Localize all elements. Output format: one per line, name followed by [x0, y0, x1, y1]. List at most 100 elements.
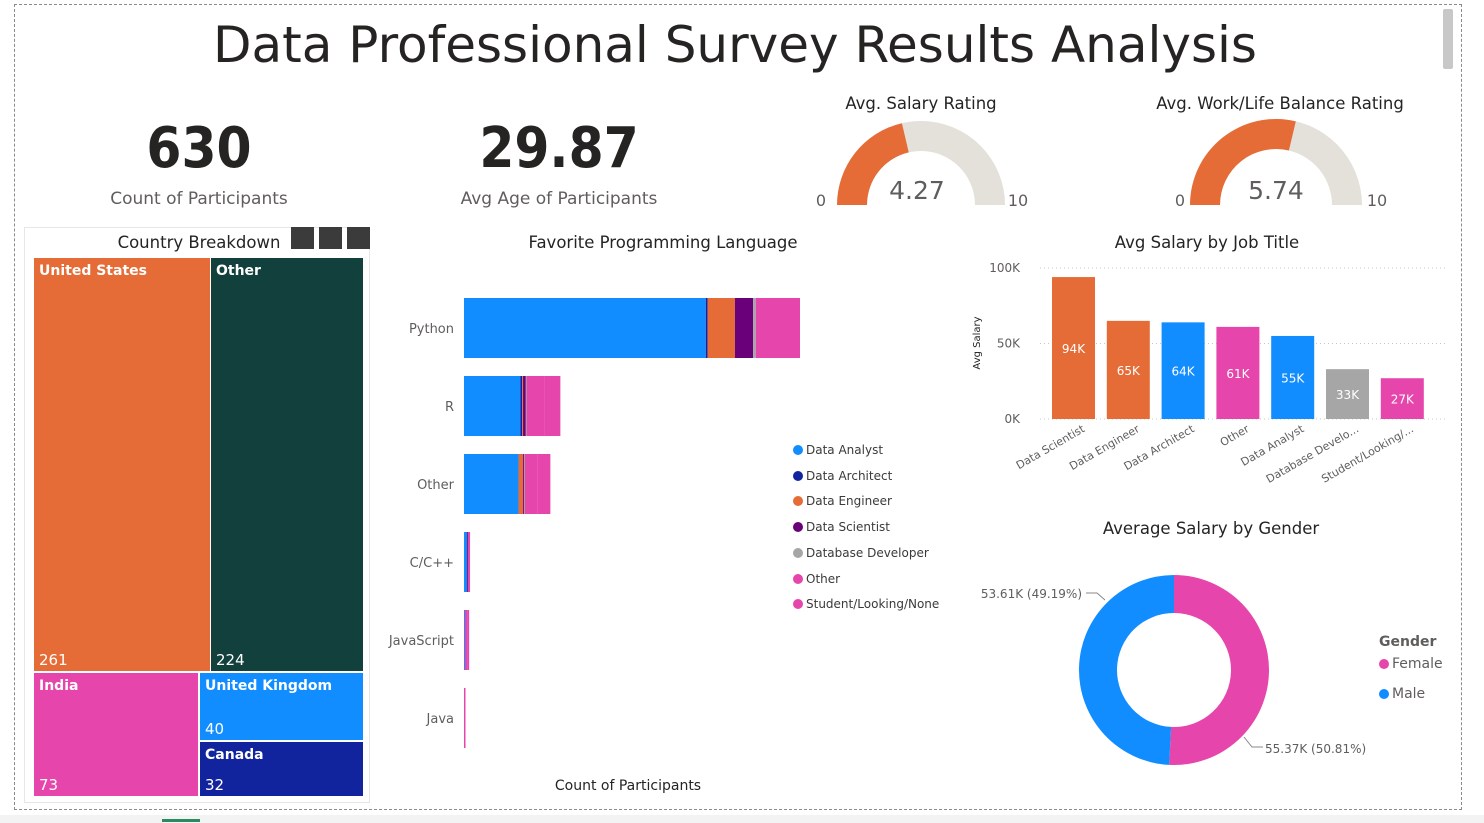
bar-data-label: 61K: [1226, 367, 1250, 381]
bar-segment[interactable]: [464, 532, 467, 592]
gender-legend: Female Male: [1379, 656, 1469, 716]
salary-bar[interactable]: [1326, 369, 1369, 419]
category-label: Other: [417, 478, 455, 493]
page-tab-strip: [0, 815, 1484, 823]
legend-item[interactable]: Data Architect: [793, 469, 892, 483]
treemap-tile-united-kingdom[interactable]: United Kingdom 40: [200, 673, 363, 740]
tile-value: 32: [205, 776, 225, 794]
bar-segment[interactable]: [464, 298, 706, 358]
bar-segment[interactable]: [523, 376, 526, 436]
bar-segment[interactable]: [525, 376, 528, 436]
legend-item[interactable]: Data Scientist: [793, 520, 890, 534]
tile-label: India: [39, 678, 79, 694]
tile-label: United Kingdom: [205, 678, 333, 694]
bar-segment[interactable]: [468, 532, 471, 592]
y-tick-label: 100K: [989, 261, 1021, 275]
salary-bar[interactable]: [1216, 326, 1260, 419]
bar-data-label: 64K: [1172, 365, 1196, 379]
country-breakdown-title: Country Breakdown: [117, 233, 281, 252]
bar-segment[interactable]: [467, 532, 470, 592]
language-chart-title: Favorite Programming Language: [528, 233, 798, 252]
category-label: R: [445, 400, 454, 415]
legend-label: Data Architect: [806, 468, 893, 483]
bar-segment[interactable]: [464, 454, 519, 514]
salary-bar[interactable]: [1106, 320, 1150, 419]
legend-dot: [1379, 659, 1389, 669]
gender-legend-title: Gender: [1379, 634, 1437, 650]
gauge-max: 10: [1367, 191, 1387, 210]
legend-label: Male: [1392, 686, 1426, 702]
salary-bar[interactable]: [1271, 335, 1315, 419]
bar-segment[interactable]: [464, 610, 468, 670]
donut-slice[interactable]: [1078, 575, 1174, 765]
bar-segment[interactable]: [755, 298, 800, 358]
country-breakdown-visual: [24, 227, 370, 803]
bar-segment[interactable]: [464, 688, 466, 748]
salary-bar[interactable]: [1380, 378, 1424, 419]
legend-item[interactable]: Database Developer: [793, 546, 929, 560]
report-title: Data Professional Survey Results Analysi…: [213, 16, 1257, 74]
bar-segment[interactable]: [464, 610, 466, 670]
x-tick-label: Student/Looking/...: [1319, 422, 1416, 485]
leader-line: [1243, 736, 1263, 748]
bar-segment[interactable]: [520, 376, 523, 436]
legend-dot: [793, 599, 803, 610]
legend-label: Student/Looking/None: [806, 597, 940, 612]
y-tick-label: 0K: [1004, 412, 1021, 426]
legend-dot: [793, 445, 803, 455]
bar-segment[interactable]: [524, 454, 526, 514]
tile-value: 261: [39, 651, 68, 669]
gauge-min: 0: [1175, 191, 1185, 210]
bar-segment[interactable]: [707, 298, 735, 358]
category-label: JavaScript: [388, 634, 454, 649]
legend-dot: [793, 522, 803, 533]
bar-segment[interactable]: [537, 454, 551, 514]
bar-segment[interactable]: [526, 376, 545, 436]
filter-button[interactable]: [319, 227, 342, 249]
legend-dot: [793, 573, 803, 584]
bar-segment[interactable]: [523, 454, 525, 514]
legend-item[interactable]: Data Engineer: [793, 494, 892, 508]
legend-label: Data Engineer: [806, 494, 892, 509]
legend-item[interactable]: Data Analyst: [793, 443, 883, 457]
donut-slice[interactable]: [1169, 575, 1269, 765]
legend-label: Data Scientist: [806, 520, 890, 535]
bar-segment[interactable]: [464, 376, 521, 436]
slice-data-label: 55.37K (50.81%): [1265, 742, 1366, 756]
salary-bar[interactable]: [1161, 322, 1205, 419]
legend-item[interactable]: Other: [793, 572, 840, 586]
legend-item[interactable]: Student/Looking/None: [793, 597, 939, 611]
bar-segment[interactable]: [467, 610, 470, 670]
language-legend: Data Analyst Data Architect Data Engineer D…: [793, 443, 953, 618]
tile-label: Other: [216, 263, 261, 279]
scrollbar-thumb[interactable]: [1443, 9, 1453, 69]
treemap-tile-united-states[interactable]: United States 261: [34, 258, 210, 671]
bar-segment[interactable]: [734, 298, 754, 358]
bar-segment[interactable]: [705, 298, 708, 358]
treemap-tile-other[interactable]: Other 224: [211, 258, 363, 671]
focus-mode-button[interactable]: [291, 227, 314, 249]
tile-label: Canada: [205, 747, 264, 763]
bar-segment[interactable]: [518, 454, 524, 514]
bar-segment[interactable]: [544, 376, 561, 436]
legend-label: Database Developer: [806, 545, 929, 560]
salary-bar[interactable]: [1052, 277, 1095, 419]
bar-segment[interactable]: [753, 298, 756, 358]
worklife-rating-title: Avg. Work/Life Balance Rating: [1156, 94, 1404, 113]
legend-dot: [793, 547, 803, 558]
more-options-button[interactable]: [347, 227, 370, 249]
treemap-tile-india[interactable]: India 73: [34, 673, 198, 796]
gauge-min: 0: [816, 191, 826, 210]
gender-salary-title: Average Salary by Gender: [1102, 519, 1320, 538]
leader-line: [1086, 592, 1106, 601]
bar-segment[interactable]: [466, 532, 469, 592]
bar-segment[interactable]: [522, 376, 524, 436]
gender-legend-item[interactable]: Male: [1379, 686, 1425, 702]
y-tick-label: 50K: [997, 337, 1021, 351]
treemap-tile-canada[interactable]: Canada 32: [200, 742, 363, 796]
page-tab-active[interactable]: [162, 819, 200, 822]
gauge-fill: [1190, 118, 1296, 205]
category-label: Java: [426, 712, 454, 727]
gender-legend-item[interactable]: Female: [1379, 656, 1443, 672]
bar-segment[interactable]: [524, 454, 538, 514]
